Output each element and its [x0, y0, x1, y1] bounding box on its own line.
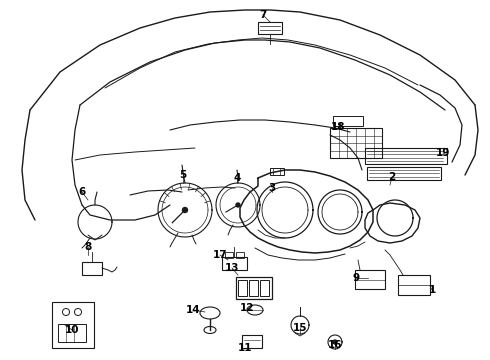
Text: 9: 9: [352, 273, 360, 283]
Bar: [260, 280, 269, 296]
Text: 19: 19: [436, 148, 450, 158]
Circle shape: [182, 207, 188, 212]
Bar: [258, 22, 282, 34]
Text: 8: 8: [84, 242, 92, 252]
Bar: [236, 252, 244, 258]
Circle shape: [236, 203, 240, 207]
Bar: [333, 116, 363, 126]
Bar: [242, 335, 262, 348]
Bar: [365, 148, 447, 164]
Text: 17: 17: [213, 250, 227, 260]
Bar: [355, 270, 385, 289]
Bar: [330, 128, 382, 158]
Text: 14: 14: [186, 305, 200, 315]
Bar: [238, 280, 247, 296]
Circle shape: [333, 340, 337, 344]
Text: 12: 12: [240, 303, 254, 313]
Bar: [270, 168, 284, 175]
Text: 1: 1: [428, 285, 436, 295]
Bar: [225, 252, 233, 258]
Text: 3: 3: [269, 183, 275, 193]
Bar: [222, 257, 247, 270]
Text: 11: 11: [238, 343, 252, 353]
Bar: [58, 324, 86, 342]
Bar: [82, 262, 102, 275]
Text: 15: 15: [293, 323, 307, 333]
Text: 5: 5: [179, 170, 187, 180]
Bar: [52, 302, 94, 348]
Bar: [236, 277, 272, 299]
Text: 2: 2: [389, 172, 395, 182]
Text: 6: 6: [78, 187, 86, 197]
Bar: [367, 167, 441, 180]
Bar: [249, 280, 258, 296]
Text: 4: 4: [233, 173, 241, 183]
Text: 7: 7: [259, 10, 267, 20]
Text: 13: 13: [225, 263, 239, 273]
Text: 18: 18: [331, 122, 345, 132]
Text: 16: 16: [328, 340, 342, 350]
Bar: [398, 275, 430, 295]
Text: 10: 10: [65, 325, 79, 335]
